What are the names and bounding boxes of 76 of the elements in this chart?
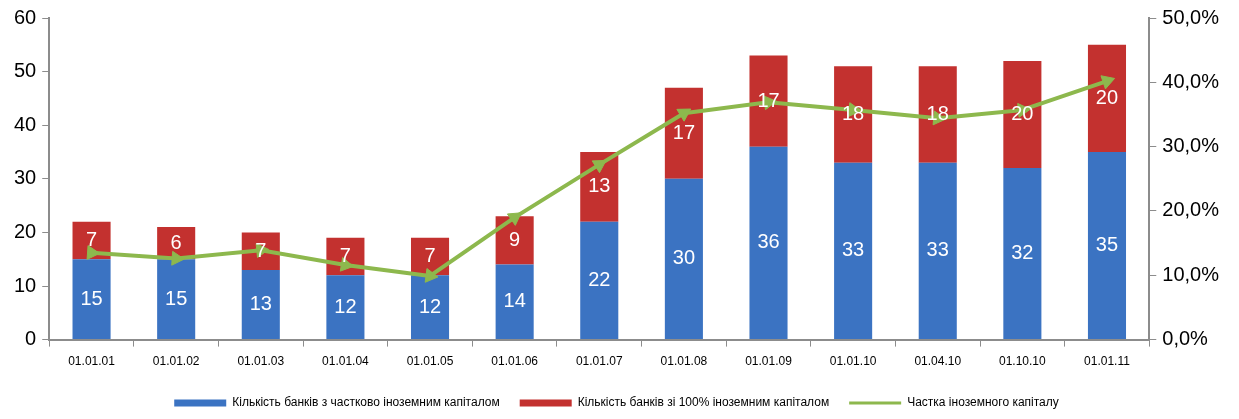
y-tick-label: 30 xyxy=(14,166,37,189)
bar xyxy=(410,275,450,340)
bar xyxy=(749,55,788,147)
bar xyxy=(834,66,873,163)
data-label: 15 xyxy=(165,286,188,309)
bar xyxy=(241,269,280,340)
data-label: 7 xyxy=(424,244,436,267)
y2-tick-label: 30,0% xyxy=(1162,134,1220,157)
legend-label: Частка іноземного капіталу xyxy=(907,395,1059,410)
x-tick-label: 01.01.09 xyxy=(745,354,793,369)
y-tick-label: 10 xyxy=(14,273,37,296)
data-label: 32 xyxy=(1011,241,1034,264)
x-tick-label: 01.01.11 xyxy=(1084,354,1131,369)
point xyxy=(424,268,439,283)
y2-tick-label: 20,0% xyxy=(1162,198,1220,221)
bar xyxy=(326,275,365,340)
data-label: 35 xyxy=(1095,233,1119,256)
data-label: 6 xyxy=(170,230,182,253)
bar xyxy=(664,87,703,179)
y2-tick-label: 40,0% xyxy=(1162,69,1220,92)
x-tick-label: 01.10.10 xyxy=(999,354,1047,369)
point xyxy=(676,108,692,122)
data-label: 33 xyxy=(926,238,949,261)
point xyxy=(506,212,522,226)
y-tick-label: 60 xyxy=(14,5,37,28)
y-tick-label: 20 xyxy=(14,219,37,242)
point xyxy=(591,159,607,174)
bar xyxy=(1003,60,1042,169)
data-label: 33 xyxy=(842,238,865,261)
bar xyxy=(918,66,957,163)
x-tick-label: 01.04.10 xyxy=(914,354,962,369)
y2-tick-label: 0,0% xyxy=(1162,327,1209,350)
legend-label: Кількість банків зі 100% іноземним капіталом xyxy=(577,395,830,410)
y2-tick-label: 50,0% xyxy=(1162,5,1220,28)
bar xyxy=(664,178,703,340)
data-label: 22 xyxy=(588,267,611,290)
data-label: 15 xyxy=(80,286,103,309)
bar xyxy=(1087,44,1127,152)
bar xyxy=(918,162,957,340)
bar xyxy=(72,259,111,340)
data-label: 13 xyxy=(249,292,272,315)
legend-label: Кількість банків з частково іноземним капіталом xyxy=(232,395,500,410)
data-label: 20 xyxy=(1095,85,1119,108)
x-tick-label: 01.01.01 xyxy=(68,354,116,369)
y-tick-label: 40 xyxy=(14,112,37,135)
bar xyxy=(495,264,534,340)
bar xyxy=(157,259,196,340)
data-label: 18 xyxy=(926,102,949,124)
data-label: 7 xyxy=(339,244,351,267)
point xyxy=(1100,75,1116,90)
x-tick-label: 01.01.04 xyxy=(322,354,370,369)
data-label: 7 xyxy=(85,227,98,250)
x-tick-label: 01.01.06 xyxy=(491,354,539,369)
bar xyxy=(749,146,788,340)
data-label: 13 xyxy=(588,174,611,197)
x-tick-label: 01.01.05 xyxy=(406,354,454,369)
x-tick-label: 01.01.10 xyxy=(829,354,877,369)
bar xyxy=(834,162,873,340)
data-label: 14 xyxy=(503,289,526,312)
bar xyxy=(1003,168,1042,340)
x-tick-label: 01.01.03 xyxy=(237,354,285,369)
data-label: 12 xyxy=(418,294,442,317)
data-label: 12 xyxy=(334,294,357,317)
x-tick-label: 01.01.07 xyxy=(575,354,623,369)
point xyxy=(171,250,185,266)
bar xyxy=(1087,152,1127,340)
x-tick-label: 01.01.02 xyxy=(152,354,200,369)
y-tick-label: 50 xyxy=(14,59,37,82)
data-label: 17 xyxy=(672,120,696,143)
y2-tick-label: 10,0% xyxy=(1162,262,1220,285)
data-label: 30 xyxy=(672,246,696,269)
y-tick-label: 0 xyxy=(25,327,37,350)
x-tick-label: 01.01.08 xyxy=(660,354,708,369)
data-label: 36 xyxy=(757,230,780,253)
bar xyxy=(580,221,619,340)
data-label: 9 xyxy=(509,227,521,250)
